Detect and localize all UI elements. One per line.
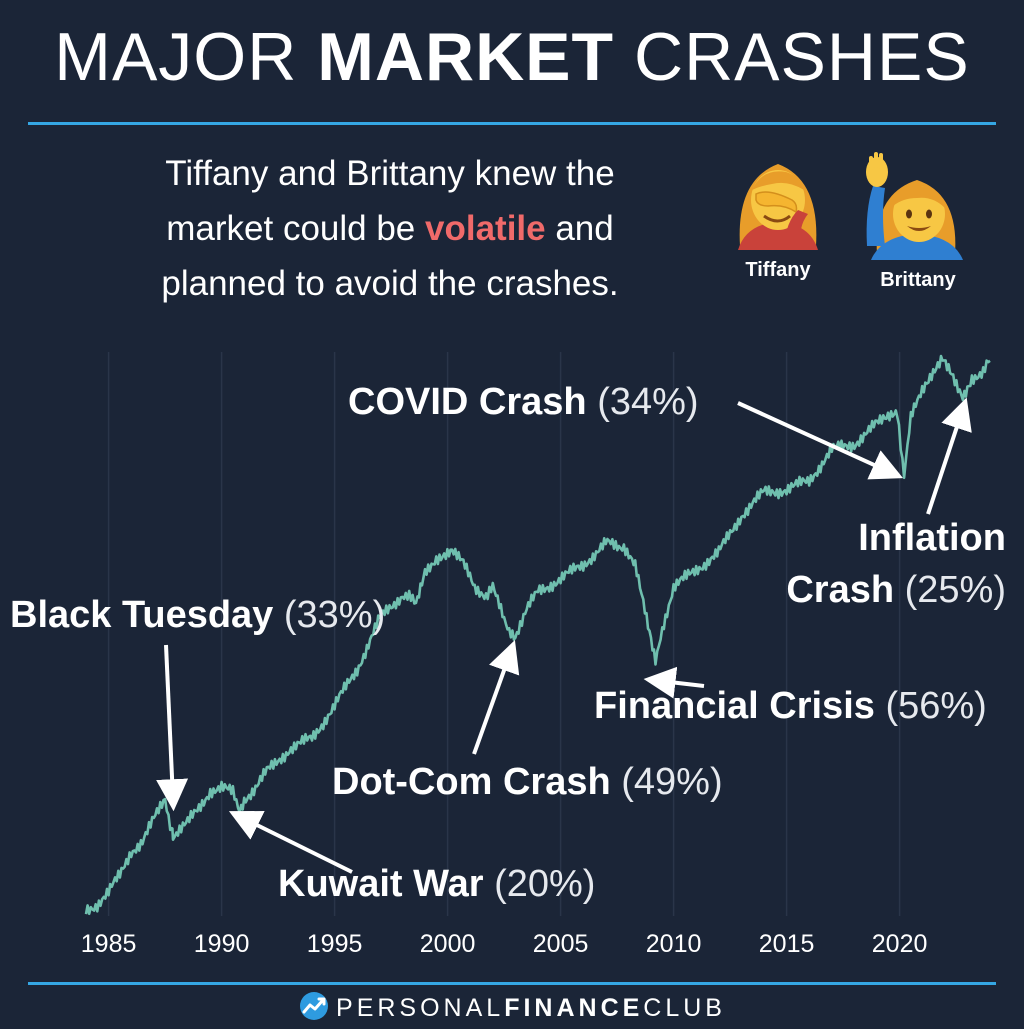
- intro-line-2-pre: market could be: [166, 209, 425, 248]
- page-title: MAJOR MARKET CRASHES: [0, 18, 1024, 96]
- title-part-bold: MARKET: [317, 19, 615, 95]
- trend-chart-logo-icon: [298, 990, 330, 1029]
- annotation-covid-pct: (34%): [597, 381, 699, 423]
- x-tick-label: 2020: [872, 930, 928, 958]
- annotation-financial-crisis-pct: (56%): [885, 685, 987, 727]
- annotation-inflation-crash: Inflation Crash (25%): [786, 512, 1006, 616]
- annotation-arrow: [926, 397, 972, 515]
- raising-hand-woman-icon: [866, 152, 963, 260]
- annotation-inflation-line-2: Crash (25%): [786, 564, 1006, 616]
- intro-line-3: planned to avoid the crashes.: [161, 264, 619, 303]
- annotation-covid-crash: COVID Crash (34%): [348, 376, 699, 428]
- intro-text: Tiffany and Brittany knew the market cou…: [120, 146, 660, 311]
- x-tick-label: 2005: [533, 930, 589, 958]
- annotation-kuwait-war: Kuwait War (20%): [278, 858, 595, 910]
- annotation-arrow: [156, 644, 189, 812]
- bottom-divider: [28, 982, 996, 985]
- brand-personal: PERSONAL: [336, 994, 505, 1023]
- annotation-kuwait-war-pct: (20%): [494, 863, 596, 905]
- annotation-arrow: [228, 811, 353, 874]
- x-tick-label: 1985: [81, 930, 137, 958]
- annotation-financial-crisis-name: Financial Crisis: [594, 685, 875, 727]
- annotation-inflation-line-1: Inflation: [786, 512, 1006, 564]
- annotation-black-tuesday-name: Black Tuesday: [10, 594, 274, 636]
- annotation-arrow: [643, 666, 705, 699]
- intro-line-2: market could be volatile and: [120, 201, 660, 256]
- annotation-financial-crisis: Financial Crisis (56%): [594, 680, 987, 732]
- x-tick-label: 1995: [307, 930, 363, 958]
- annotation-kuwait-war-name: Kuwait War: [278, 863, 484, 905]
- brand-club: CLUB: [643, 994, 726, 1023]
- x-tick-label: 2000: [420, 930, 476, 958]
- annotation-dot-com-crash: Dot-Com Crash (49%): [332, 756, 723, 808]
- title-part-2: CRASHES: [614, 19, 970, 95]
- annotation-inflation-pct: (25%): [904, 569, 1006, 611]
- annotation-black-tuesday-pct: (33%): [283, 594, 386, 636]
- x-tick-label: 2010: [646, 930, 702, 958]
- sp500-series-line: [84, 354, 991, 916]
- brittany-label: Brittany: [880, 269, 956, 291]
- annotation-arrow: [472, 640, 520, 755]
- intro-line-2-post: and: [545, 209, 614, 248]
- annotation-dot-com-name: Dot-Com Crash: [332, 761, 611, 803]
- person-tiffany: Tiffany: [718, 150, 838, 282]
- x-tick-label: 1990: [194, 930, 250, 958]
- tiffany-label: Tiffany: [745, 259, 811, 281]
- title-part-1: MAJOR: [54, 19, 318, 95]
- top-divider: [28, 122, 996, 125]
- brand-finance: FINANCE: [504, 994, 644, 1023]
- x-tick-label: 2015: [759, 930, 815, 958]
- annotation-inflation-name-2: Crash: [786, 569, 895, 611]
- brand-footer: PERSONALFINANCECLUB: [0, 990, 1024, 1029]
- person-brittany: Brittany: [858, 150, 978, 292]
- annotation-inflation-name: Inflation: [858, 517, 1006, 559]
- facepalm-woman-icon: [738, 164, 818, 250]
- annotation-arrow: [737, 401, 904, 480]
- annotation-covid-name: COVID Crash: [348, 381, 587, 423]
- intro-line-1: Tiffany and Brittany knew the: [165, 154, 615, 193]
- annotation-dot-com-pct: (49%): [621, 761, 723, 803]
- volatile-highlight: volatile: [425, 209, 546, 248]
- annotation-black-tuesday: Black Tuesday (33%): [10, 589, 385, 641]
